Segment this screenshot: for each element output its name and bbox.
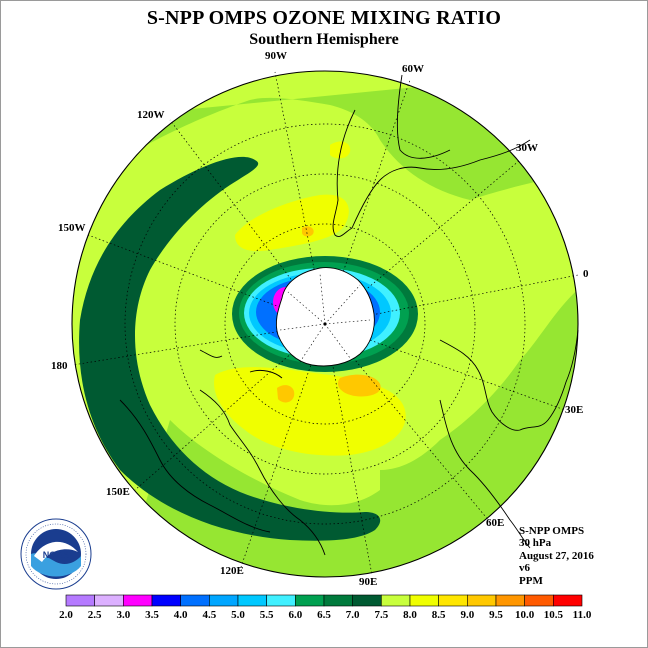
colorbar-swatch (524, 594, 554, 607)
colorbar-swatch (352, 594, 382, 607)
lon-label-120e: 120E (220, 565, 244, 577)
info-units: PPM (519, 574, 543, 587)
colorbar-tick-label: 3.0 (116, 609, 131, 621)
yellow-patch-north-small (330, 141, 351, 159)
colorbar-tick-label: 9.5 (489, 609, 503, 621)
colorbar-tick-label: 4.5 (202, 609, 217, 621)
dark-green-crescent (79, 156, 381, 541)
south-pole-marker (323, 322, 327, 326)
info-version: v6 (519, 562, 530, 575)
lon-label-90e: 90E (359, 576, 378, 588)
colorbar-tick-label: 7.0 (345, 609, 360, 621)
lon-label-30w: 30W (516, 142, 538, 154)
colorbar-tick-label: 7.5 (374, 609, 389, 621)
colorbar-tick-label: 8.0 (403, 609, 417, 621)
colorbar-swatch (237, 594, 267, 607)
noaa-logo: NOAA (20, 518, 92, 590)
graticule (72, 71, 579, 576)
colorbar-tick-label: 10.0 (515, 609, 535, 621)
yellow-patch-north (235, 194, 349, 252)
lon-label-0: 0 (583, 268, 589, 280)
map-border (71, 70, 579, 578)
lon-label-30e: 30E (565, 404, 584, 416)
colorbar-swatch (295, 594, 325, 607)
colorbar-swatch (123, 594, 153, 607)
page-subtitle: Southern Hemisphere (249, 31, 399, 48)
colorbar-swatch (381, 594, 411, 607)
colorbar-tick-label: 5.5 (259, 609, 274, 621)
antarctica (275, 267, 375, 367)
colorbar-swatch (65, 594, 95, 607)
colorbar-tick-label: 6.0 (288, 609, 303, 621)
orange-patch-south (337, 374, 381, 397)
logo-text: NOAA (43, 550, 70, 560)
colorbar-swatch (323, 594, 353, 607)
colorbar-swatch (94, 594, 124, 607)
colorbar-tick-label: 2.0 (59, 609, 73, 621)
colorbar-swatch (467, 594, 497, 607)
colorbar-swatch (438, 594, 468, 607)
colorbar-tick-label: 6.5 (317, 609, 331, 621)
lon-label-60w: 60W (402, 63, 424, 75)
colorbar-tick-label: 3.5 (145, 609, 159, 621)
info-level: 30 hPa (519, 537, 552, 550)
colorbar-tick-label: 9.0 (460, 609, 475, 621)
orange-patch-north (302, 226, 314, 237)
colorbar-tick-label: 2.5 (87, 609, 102, 621)
colorbar (65, 594, 583, 607)
lon-label-90w: 90W (265, 50, 287, 62)
colorbar-swatch (409, 594, 439, 607)
colorbar-tick-label: 11.0 (572, 609, 592, 621)
inner-graticule (279, 273, 371, 363)
colorbar-tick-label: 8.5 (431, 609, 446, 621)
info-block: S-NPP OMPS 30 hPa August 27, 2016 v6 PPM (519, 525, 594, 587)
colorbar-swatch (495, 594, 525, 607)
lon-label-150w: 150W (58, 222, 86, 234)
lon-label-150e: 150E (106, 486, 130, 498)
lon-label-120w: 120W (137, 109, 165, 121)
colorbar-swatch (553, 594, 583, 607)
colorbar-swatch (180, 594, 210, 607)
lon-label-60e: 60E (486, 517, 505, 529)
page-title: S-NPP OMPS OZONE MIXING RATIO (146, 7, 502, 29)
colorbar-swatch (151, 594, 181, 607)
colorbar-tick-label: 5.0 (231, 609, 245, 621)
orange-patch-southwest (277, 385, 295, 403)
info-date: August 27, 2016 (519, 549, 594, 562)
colorbar-tick-label: 4.0 (173, 609, 188, 621)
colorbar-tick-label: 10.5 (543, 609, 563, 621)
lon-label-180: 180 (51, 360, 68, 372)
info-instrument: S-NPP OMPS (519, 525, 585, 537)
colorbar-swatch (209, 594, 239, 607)
colorbar-swatch (266, 594, 296, 607)
coastlines (119, 74, 579, 556)
